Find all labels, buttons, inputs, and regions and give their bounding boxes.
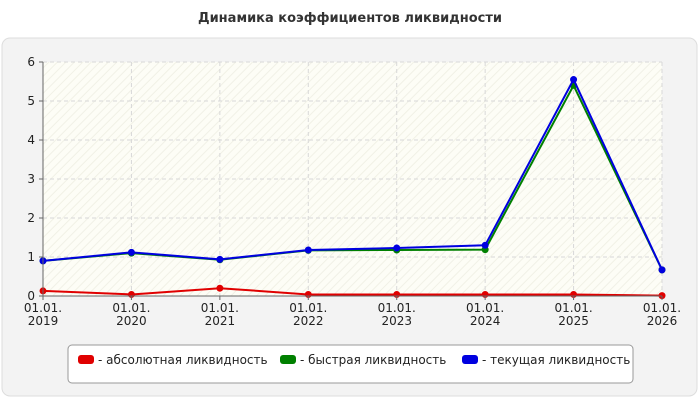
point (658, 266, 666, 274)
x-tick-label-line: 2021 (205, 314, 236, 328)
chart-title: Динамика коэффициентов ликвидности (198, 11, 502, 26)
x-tick-label-line: 01.01. (289, 301, 327, 315)
x-tick-label: 01.01. 2022 (289, 301, 327, 328)
legend-swatch (78, 355, 94, 364)
y-tick-label: 4 (27, 133, 35, 147)
y-tick-label: 3 (27, 172, 35, 186)
y-tick-label: 6 (27, 55, 35, 69)
x-tick-label: 01.01. 2023 (378, 301, 416, 328)
x-tick-label: 01.01. 2026 (643, 301, 681, 328)
legend-swatch (462, 355, 478, 364)
x-tick-label-line: 2024 (470, 314, 501, 328)
x-tick-label-line: 01.01. (643, 301, 681, 315)
x-tick-label-line: 01.01. (201, 301, 239, 315)
x-tick-label-line: 01.01. (378, 301, 416, 315)
x-tick-label-line: 01.01. (554, 301, 592, 315)
x-tick-label-line: 2025 (558, 314, 589, 328)
point (481, 241, 489, 249)
legend-swatch (280, 355, 296, 364)
y-tick-label: 5 (27, 94, 35, 108)
legend (67, 344, 634, 384)
point (304, 246, 312, 254)
x-tick-label-line: 2022 (293, 314, 324, 328)
point (216, 284, 224, 292)
point (216, 255, 224, 263)
legend-label: - абсолютная ликвидность (98, 353, 268, 367)
legend-label: - текущая ликвидность (482, 353, 630, 367)
x-tick-label-line: 2023 (381, 314, 412, 328)
x-tick-label-line: 2019 (28, 314, 59, 328)
x-tick-label-line: 2020 (116, 314, 147, 328)
point (393, 244, 401, 252)
series-line (42, 287, 663, 297)
x-tick-label: 01.01. 2025 (554, 301, 592, 328)
y-tick-label: 1 (27, 250, 35, 264)
x-tick-label: 01.01. 2020 (112, 301, 150, 328)
x-tick-label-line: 2026 (647, 314, 678, 328)
point (127, 248, 135, 256)
x-tick-label-line: 01.01. (466, 301, 504, 315)
series-line (42, 77, 663, 271)
x-tick-label-line: 01.01. (24, 301, 62, 315)
y-tick-label: 0 (27, 289, 35, 303)
x-tick-label: 01.01. 2024 (466, 301, 504, 328)
point (570, 76, 578, 84)
legend-label: - быстрая ликвидность (300, 353, 446, 367)
x-tick-label: 01.01. 2019 (24, 301, 62, 328)
x-tick-label-line: 01.01. (112, 301, 150, 315)
x-tick-label: 01.01. 2021 (201, 301, 239, 328)
series-layer (39, 76, 666, 300)
y-tick-label: 2 (27, 211, 35, 225)
